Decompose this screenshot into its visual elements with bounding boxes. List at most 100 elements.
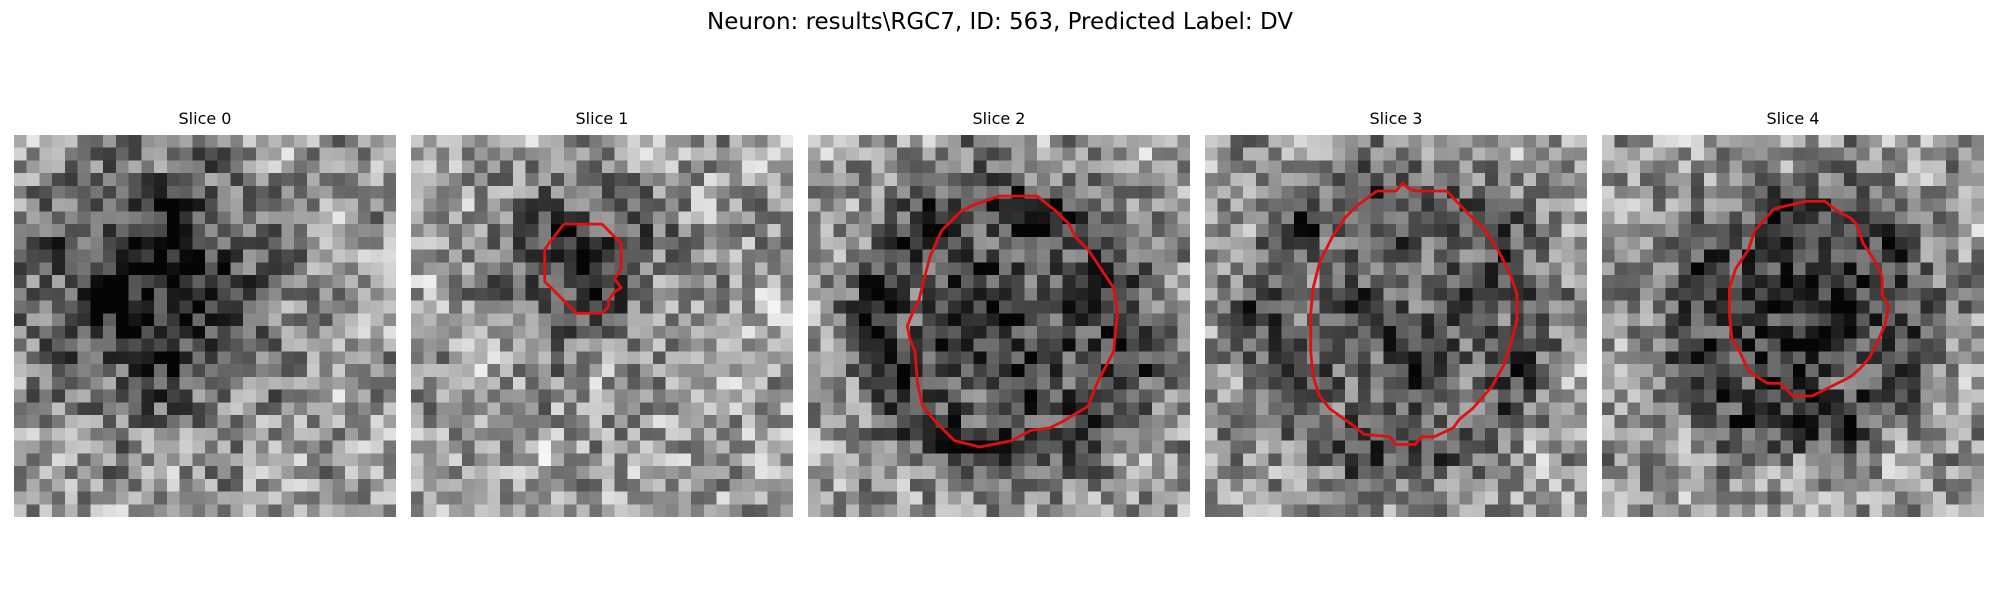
pixel <box>1691 415 1704 428</box>
pixel <box>833 173 846 186</box>
pixel <box>269 402 282 415</box>
pixel <box>1421 148 1434 161</box>
pixel <box>358 415 371 428</box>
pixel <box>1358 237 1371 250</box>
pixel <box>859 237 872 250</box>
pixel <box>821 262 834 275</box>
pixel <box>1498 275 1511 288</box>
pixel <box>678 453 691 466</box>
pixel <box>1460 301 1473 314</box>
pixel <box>475 237 488 250</box>
pixel <box>1666 262 1679 275</box>
pixel <box>1243 326 1256 339</box>
pixel <box>1371 301 1384 314</box>
pixel <box>1704 301 1717 314</box>
pixel <box>141 211 154 224</box>
pixel <box>833 275 846 288</box>
pixel <box>1421 262 1434 275</box>
pixel <box>1075 479 1088 492</box>
pixel <box>1434 135 1447 148</box>
pixel <box>1345 428 1358 441</box>
pixel <box>1498 492 1511 505</box>
pixel <box>1780 428 1793 441</box>
pixel <box>1256 211 1269 224</box>
pixel <box>1729 199 1742 212</box>
pixel <box>1024 301 1037 314</box>
pixel <box>577 237 590 250</box>
pixel <box>1101 377 1114 390</box>
pixel <box>615 390 628 403</box>
pixel <box>27 415 40 428</box>
pixel <box>986 326 999 339</box>
pixel <box>256 402 269 415</box>
pixel <box>1780 250 1793 263</box>
pixel <box>615 364 628 377</box>
pixel <box>846 262 859 275</box>
pixel <box>1562 173 1575 186</box>
pixel <box>1460 224 1473 237</box>
pixel <box>1063 250 1076 263</box>
pixel <box>1523 148 1536 161</box>
pixel <box>358 479 371 492</box>
pixel <box>116 415 129 428</box>
pixel <box>780 288 793 301</box>
pixel <box>1780 326 1793 339</box>
pixel <box>1755 441 1768 454</box>
pixel <box>755 364 768 377</box>
pixel <box>859 364 872 377</box>
pixel <box>1421 288 1434 301</box>
pixel <box>180 250 193 263</box>
pixel <box>1793 173 1806 186</box>
pixel <box>1218 351 1231 364</box>
pixel <box>640 339 653 352</box>
pixel <box>500 415 513 428</box>
pixel <box>974 148 987 161</box>
pixel <box>1218 326 1231 339</box>
pixel <box>653 301 666 314</box>
pixel <box>717 160 730 173</box>
pixel <box>358 301 371 314</box>
pixel <box>999 313 1012 326</box>
pixel <box>923 186 936 199</box>
pixel <box>577 504 590 517</box>
pixel <box>1523 211 1536 224</box>
pixel <box>243 224 256 237</box>
pixel <box>218 186 231 199</box>
pixel <box>1818 453 1831 466</box>
pixel <box>180 390 193 403</box>
pixel <box>230 237 243 250</box>
pixel <box>1269 237 1282 250</box>
pixel <box>1498 428 1511 441</box>
pixel <box>1447 504 1460 517</box>
pixel <box>154 453 167 466</box>
pixel <box>1088 313 1101 326</box>
pixel <box>1371 492 1384 505</box>
pixel <box>500 377 513 390</box>
pixel <box>14 504 27 517</box>
pixel <box>897 351 910 364</box>
pixel <box>884 415 897 428</box>
pixel <box>678 351 691 364</box>
pixel <box>1627 326 1640 339</box>
pixel <box>1691 288 1704 301</box>
pixel <box>1472 428 1485 441</box>
pixel <box>1678 199 1691 212</box>
pixel <box>729 390 742 403</box>
pixel <box>294 211 307 224</box>
pixel <box>666 301 679 314</box>
pixel <box>704 415 717 428</box>
pixel <box>691 351 704 364</box>
pixel <box>1908 339 1921 352</box>
pixel <box>1114 173 1127 186</box>
pixel <box>1691 326 1704 339</box>
pixel <box>27 301 40 314</box>
pixel <box>1946 364 1959 377</box>
pixel <box>1831 326 1844 339</box>
pixel <box>1218 415 1231 428</box>
pixel <box>1755 428 1768 441</box>
pixel <box>678 466 691 479</box>
pixel <box>1421 377 1434 390</box>
pixel <box>948 453 961 466</box>
pixel <box>1371 148 1384 161</box>
pixel <box>1088 364 1101 377</box>
